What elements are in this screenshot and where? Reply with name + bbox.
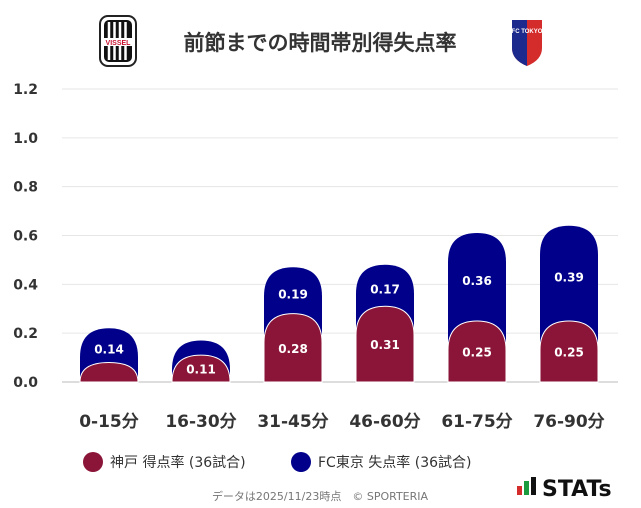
y-tick-label: 0.6 bbox=[13, 229, 38, 245]
data-label-tokyo: 0.39 bbox=[554, 270, 584, 284]
data-label-kobe: 0.31 bbox=[370, 338, 400, 352]
y-axis: 0.0 0.2 0.4 0.6 0.8 1.0 1.2 bbox=[13, 82, 38, 391]
stats-brand-text: STATs bbox=[542, 477, 612, 502]
x-tick-label: 61-75分 bbox=[441, 412, 512, 432]
bar-kobe bbox=[539, 320, 599, 383]
data-label-tokyo: 0.14 bbox=[94, 342, 124, 356]
bar-kobe bbox=[79, 361, 139, 383]
y-tick-label: 1.0 bbox=[13, 131, 38, 147]
x-axis: 0-15分 16-30分 31-45分 46-60分 61-75分 76-90分 bbox=[79, 412, 604, 432]
bars bbox=[79, 225, 599, 383]
vissel-logo-text: VISSEL bbox=[106, 40, 132, 47]
y-tick-label: 0.4 bbox=[13, 277, 38, 293]
vissel-kobe-logo: VISSEL bbox=[99, 15, 137, 67]
y-tick-label: 1.2 bbox=[13, 82, 38, 98]
footer-note: データは2025/11/23時点 © SPORTERIA bbox=[212, 489, 429, 503]
y-tick-label: 0.2 bbox=[13, 326, 38, 342]
x-tick-label: 16-30分 bbox=[165, 412, 236, 432]
chart-title: 前節までの時間帯別得失点率 bbox=[184, 31, 457, 55]
legend: 神戸 得点率 (36試合) FC東京 失点率 (36試合) bbox=[83, 452, 471, 472]
fc-tokyo-logo-text: FC TOKYO bbox=[512, 29, 543, 35]
data-label-kobe: 0.25 bbox=[554, 345, 584, 359]
x-tick-label: 0-15分 bbox=[79, 412, 139, 432]
data-label-kobe: 0.11 bbox=[186, 363, 216, 377]
stats-logo: STATs bbox=[517, 477, 612, 502]
data-label-tokyo: 0.19 bbox=[278, 287, 308, 301]
legend-label-kobe: 神戸 得点率 (36試合) bbox=[110, 454, 246, 471]
y-tick-label: 0.8 bbox=[13, 180, 38, 196]
fc-tokyo-logo: FC TOKYO bbox=[512, 20, 543, 66]
x-tick-label: 31-45分 bbox=[257, 412, 328, 432]
data-label-kobe: 0.28 bbox=[278, 342, 308, 356]
data-labels: 0.14 0.11 0.19 0.28 0.17 0.31 0.36 0.25 0.39 0.25 bbox=[94, 270, 584, 376]
legend-label-tokyo: FC東京 失点率 (36試合) bbox=[318, 454, 471, 471]
legend-swatch-tokyo bbox=[291, 452, 311, 472]
data-label-kobe: 0.25 bbox=[462, 345, 492, 359]
y-grid bbox=[62, 88, 618, 383]
bar-kobe bbox=[171, 354, 231, 383]
legend-swatch-kobe bbox=[83, 452, 103, 472]
x-tick-label: 46-60分 bbox=[349, 412, 420, 432]
x-tick-label: 76-90分 bbox=[533, 412, 604, 432]
data-label-tokyo: 0.36 bbox=[462, 274, 492, 288]
data-label-tokyo: 0.17 bbox=[370, 283, 400, 297]
bar-kobe bbox=[447, 320, 507, 383]
bar-kobe bbox=[263, 313, 323, 383]
y-tick-label: 0.0 bbox=[13, 375, 38, 391]
bar-kobe bbox=[355, 305, 415, 383]
